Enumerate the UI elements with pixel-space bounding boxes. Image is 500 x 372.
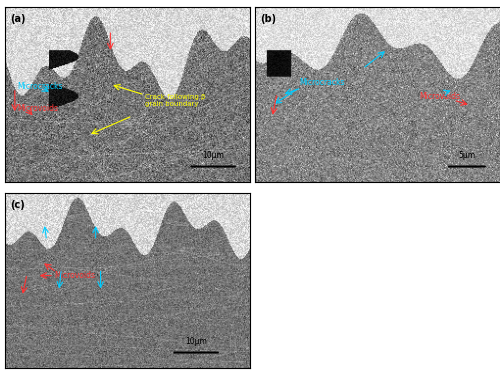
Text: (c): (c)	[10, 201, 24, 211]
Text: Microcracks: Microcracks	[299, 78, 344, 87]
Text: (b): (b)	[260, 15, 276, 25]
Text: (a): (a)	[10, 15, 26, 25]
Text: Microvoids: Microvoids	[17, 105, 58, 113]
Text: Microcracks: Microcracks	[17, 81, 63, 91]
Text: Microvoids: Microvoids	[419, 92, 460, 101]
Text: Crack following β
grain boundary: Crack following β grain boundary	[144, 94, 205, 107]
Text: 5μm: 5μm	[458, 151, 475, 160]
Text: Microvoids: Microvoids	[54, 271, 95, 280]
Text: 10μm: 10μm	[202, 151, 224, 160]
Text: 10μm: 10μm	[185, 337, 207, 346]
